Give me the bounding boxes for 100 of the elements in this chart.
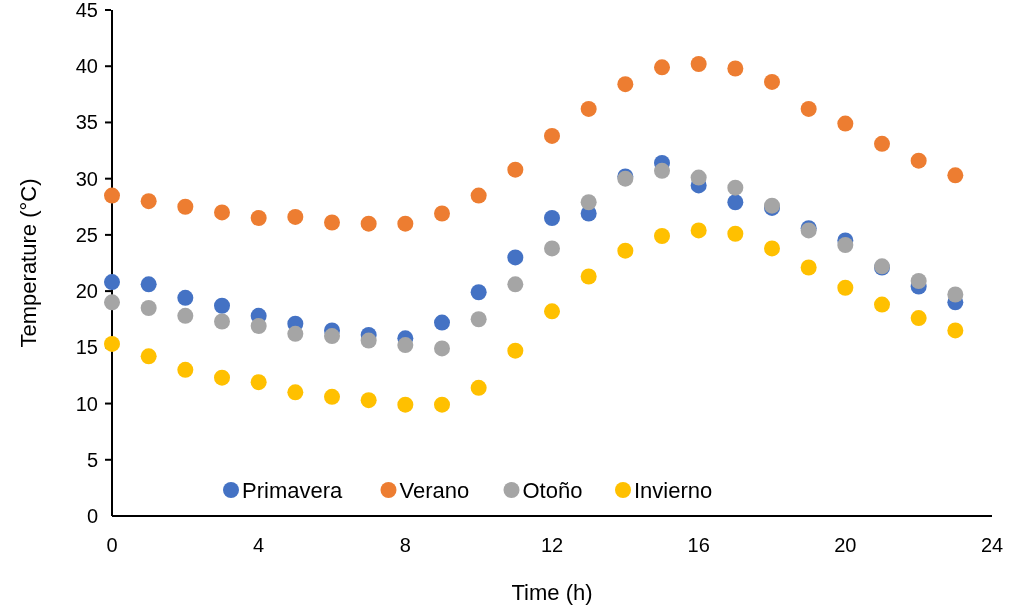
point bbox=[140, 193, 157, 210]
point bbox=[324, 388, 340, 405]
point bbox=[140, 348, 157, 365]
point bbox=[690, 55, 707, 72]
point bbox=[800, 100, 817, 117]
point bbox=[727, 60, 744, 77]
point bbox=[544, 240, 560, 257]
point bbox=[727, 194, 744, 211]
y-tick-label: 45 bbox=[75, 0, 98, 21]
point bbox=[544, 127, 560, 144]
x-tick-label: 16 bbox=[687, 534, 710, 556]
y-tick-label: 5 bbox=[86, 448, 98, 471]
point bbox=[140, 276, 157, 293]
y-tick-label: 10 bbox=[75, 392, 98, 415]
point bbox=[470, 311, 487, 328]
point bbox=[397, 215, 414, 232]
point bbox=[727, 179, 744, 196]
point bbox=[617, 76, 634, 93]
point bbox=[544, 210, 560, 227]
point bbox=[104, 294, 120, 311]
y-tick-label: 0 bbox=[86, 505, 98, 527]
y-tick-label: 15 bbox=[75, 336, 98, 359]
point bbox=[544, 303, 560, 320]
point bbox=[324, 328, 340, 345]
point bbox=[580, 100, 597, 117]
x-tick-label: 8 bbox=[399, 534, 411, 556]
legend-label: Verano bbox=[399, 477, 470, 503]
y-tick-label: 25 bbox=[75, 223, 98, 246]
point bbox=[214, 204, 230, 221]
point bbox=[580, 194, 597, 211]
point bbox=[250, 374, 267, 391]
point bbox=[104, 274, 120, 291]
point bbox=[947, 286, 964, 303]
point bbox=[507, 276, 524, 293]
point bbox=[360, 392, 377, 409]
point bbox=[397, 337, 414, 354]
legend-label: Otoño bbox=[522, 477, 583, 503]
point bbox=[177, 307, 194, 324]
y-tick-label: 35 bbox=[75, 111, 98, 134]
point bbox=[837, 279, 854, 296]
point bbox=[947, 167, 964, 184]
x-tick-label: 24 bbox=[980, 534, 1004, 556]
point bbox=[434, 340, 450, 357]
point bbox=[837, 115, 854, 132]
x-tick-label: 4 bbox=[253, 534, 265, 556]
point bbox=[727, 225, 744, 242]
x-tick-label: 20 bbox=[834, 534, 857, 556]
point bbox=[654, 59, 670, 76]
point bbox=[470, 284, 487, 301]
y-tick-label: 40 bbox=[75, 55, 98, 78]
point bbox=[764, 73, 780, 90]
point bbox=[470, 379, 487, 396]
point bbox=[434, 396, 450, 413]
point bbox=[177, 361, 194, 378]
point bbox=[764, 240, 780, 257]
point bbox=[250, 317, 267, 334]
point bbox=[690, 222, 707, 239]
point bbox=[214, 369, 230, 386]
point bbox=[654, 162, 670, 179]
legend-label: Invierno bbox=[634, 477, 713, 503]
point bbox=[434, 314, 450, 331]
point bbox=[214, 297, 230, 314]
point bbox=[580, 268, 597, 285]
point bbox=[910, 272, 927, 289]
y-tick-label: 20 bbox=[75, 280, 98, 303]
point bbox=[104, 187, 120, 204]
point bbox=[800, 259, 817, 276]
point bbox=[507, 161, 524, 178]
point bbox=[287, 384, 304, 401]
point bbox=[874, 135, 890, 152]
point bbox=[910, 310, 927, 327]
point bbox=[104, 335, 120, 352]
point bbox=[177, 198, 194, 215]
point bbox=[470, 187, 487, 204]
point bbox=[287, 325, 304, 342]
point bbox=[617, 242, 634, 259]
point bbox=[140, 299, 157, 316]
point bbox=[874, 296, 890, 313]
x-axis-title: Time (h) bbox=[511, 580, 593, 605]
y-tick-label: 30 bbox=[75, 167, 98, 190]
point bbox=[507, 249, 524, 266]
point bbox=[434, 205, 450, 222]
point bbox=[690, 169, 707, 186]
x-tick-label: 12 bbox=[540, 534, 564, 556]
point bbox=[837, 237, 854, 254]
y-axis-title: Temperature (°C) bbox=[16, 178, 41, 348]
point bbox=[287, 208, 304, 225]
point bbox=[250, 210, 267, 227]
point bbox=[397, 396, 414, 413]
point bbox=[214, 313, 230, 330]
point bbox=[947, 322, 964, 339]
point bbox=[910, 152, 927, 169]
point bbox=[360, 215, 377, 232]
legend-label: Primavera bbox=[242, 477, 344, 503]
point bbox=[324, 214, 340, 231]
point bbox=[177, 289, 194, 306]
point bbox=[360, 332, 377, 349]
x-tick-label: 0 bbox=[106, 534, 118, 556]
point bbox=[507, 342, 524, 359]
point bbox=[654, 228, 670, 245]
